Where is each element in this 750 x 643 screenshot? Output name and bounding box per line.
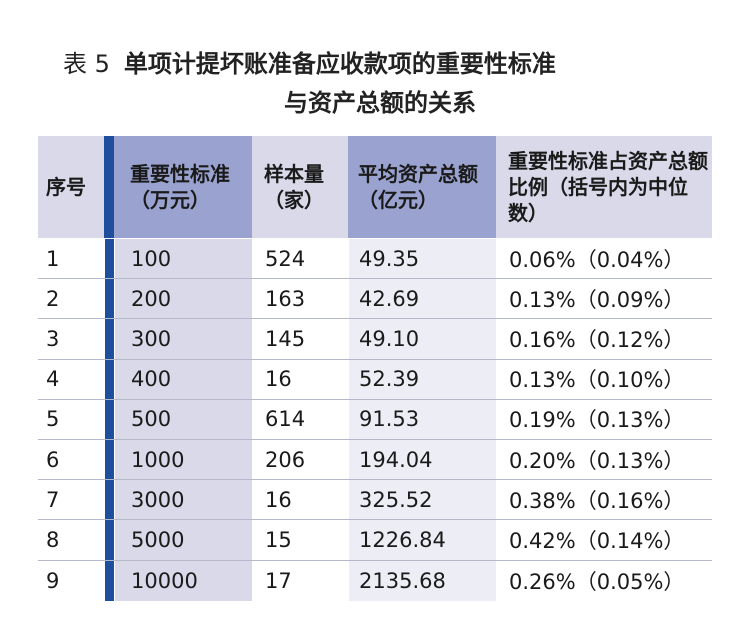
cell-sample-size: 16 xyxy=(252,480,348,520)
table-row: 6 1000 206 194.04 0.20%（0.13%） xyxy=(38,439,712,481)
cell-ratio: 0.26%（0.05%） xyxy=(496,560,712,601)
cell-sample-size: 614 xyxy=(252,399,348,439)
cell-materiality-standard: 400 xyxy=(114,359,252,399)
header-ratio: 重要性标准占资产总额比例（括号内为中位数） xyxy=(496,136,712,238)
table-row: 2 200 163 42.69 0.13%（0.09%） xyxy=(38,279,712,320)
cell-index: 8 xyxy=(38,520,104,560)
cell-average-total-assets: 1226.84 xyxy=(348,520,496,560)
header-index: 序号 xyxy=(38,136,104,238)
accent-bar xyxy=(104,136,114,238)
accent-bar xyxy=(104,279,114,319)
cell-index: 3 xyxy=(38,319,104,359)
cell-materiality-standard: 300 xyxy=(114,319,252,359)
accent-bar xyxy=(104,439,114,480)
cell-ratio: 0.38%（0.16%） xyxy=(496,480,712,520)
accent-bar xyxy=(104,560,114,601)
cell-materiality-standard: 1000 xyxy=(114,439,252,480)
cell-sample-size: 163 xyxy=(252,279,348,319)
cell-materiality-standard: 100 xyxy=(114,239,252,279)
accent-bar xyxy=(104,480,114,520)
cell-average-total-assets: 325.52 xyxy=(348,480,496,520)
header-average-total-assets: 平均资产总额（亿元） xyxy=(348,136,496,238)
cell-ratio: 0.06%（0.04%） xyxy=(496,239,712,279)
accent-bar xyxy=(104,239,114,279)
cell-materiality-standard: 200 xyxy=(114,279,252,319)
cell-ratio: 0.13%（0.10%） xyxy=(496,359,712,399)
cell-ratio: 0.19%（0.13%） xyxy=(496,399,712,439)
cell-average-total-assets: 42.69 xyxy=(348,279,496,319)
cell-average-total-assets: 49.35 xyxy=(348,239,496,279)
cell-materiality-standard: 10000 xyxy=(114,560,252,601)
cell-ratio: 0.42%（0.14%） xyxy=(496,520,712,560)
accent-bar xyxy=(104,359,114,399)
cell-sample-size: 145 xyxy=(252,319,348,359)
cell-average-total-assets: 2135.68 xyxy=(348,560,496,601)
table-row: 3 300 145 49.10 0.16%（0.12%） xyxy=(38,319,712,360)
data-table: 序号 重要性标准（万元） 样本量（家） 平均资产总额（亿元） 重要性标准占资产总… xyxy=(38,136,712,601)
table-header-row: 序号 重要性标准（万元） 样本量（家） 平均资产总额（亿元） 重要性标准占资产总… xyxy=(38,136,712,239)
accent-bar xyxy=(104,319,114,359)
cell-index: 5 xyxy=(38,399,104,439)
cell-materiality-standard: 3000 xyxy=(114,480,252,520)
cell-index: 2 xyxy=(38,279,104,319)
cell-index: 7 xyxy=(38,480,104,520)
cell-sample-size: 16 xyxy=(252,359,348,399)
cell-average-total-assets: 52.39 xyxy=(348,359,496,399)
table-title-text: 单项计提坏账准备应收款项的重要性标准 xyxy=(123,50,556,78)
accent-bar xyxy=(104,399,114,439)
cell-sample-size: 206 xyxy=(252,439,348,480)
table-row: 9 10000 17 2135.68 0.26%（0.05%） xyxy=(38,560,712,601)
cell-materiality-standard: 5000 xyxy=(114,520,252,560)
cell-sample-size: 524 xyxy=(252,239,348,279)
cell-sample-size: 15 xyxy=(252,520,348,560)
cell-index: 1 xyxy=(38,239,104,279)
table-row: 8 5000 15 1226.84 0.42%（0.14%） xyxy=(38,520,712,561)
accent-bar xyxy=(104,520,114,560)
cell-average-total-assets: 91.53 xyxy=(348,399,496,439)
table-row: 7 3000 16 325.52 0.38%（0.16%） xyxy=(38,480,712,521)
cell-average-total-assets: 49.10 xyxy=(348,319,496,359)
cell-ratio: 0.20%（0.13%） xyxy=(496,439,712,480)
cell-materiality-standard: 500 xyxy=(114,399,252,439)
table-title-line-1: 表 5 单项计提坏账准备应收款项的重要性标准 xyxy=(0,44,750,79)
cell-sample-size: 17 xyxy=(252,560,348,601)
header-materiality-standard: 重要性标准（万元） xyxy=(114,136,252,238)
cell-index: 9 xyxy=(38,560,104,601)
cell-ratio: 0.16%（0.12%） xyxy=(496,319,712,359)
table-row: 4 400 16 52.39 0.13%（0.10%） xyxy=(38,359,712,400)
table-row: 1 100 524 49.35 0.06%（0.04%） xyxy=(38,239,712,280)
cell-ratio: 0.13%（0.09%） xyxy=(496,279,712,319)
table-title-line-2: 与资产总额的关系 xyxy=(284,89,476,117)
cell-average-total-assets: 194.04 xyxy=(348,439,496,480)
table-number-label: 表 5 xyxy=(63,50,110,78)
table-row: 5 500 614 91.53 0.19%（0.13%） xyxy=(38,399,712,440)
header-sample-size: 样本量（家） xyxy=(252,136,348,238)
cell-index: 4 xyxy=(38,359,104,399)
cell-index: 6 xyxy=(38,439,104,480)
